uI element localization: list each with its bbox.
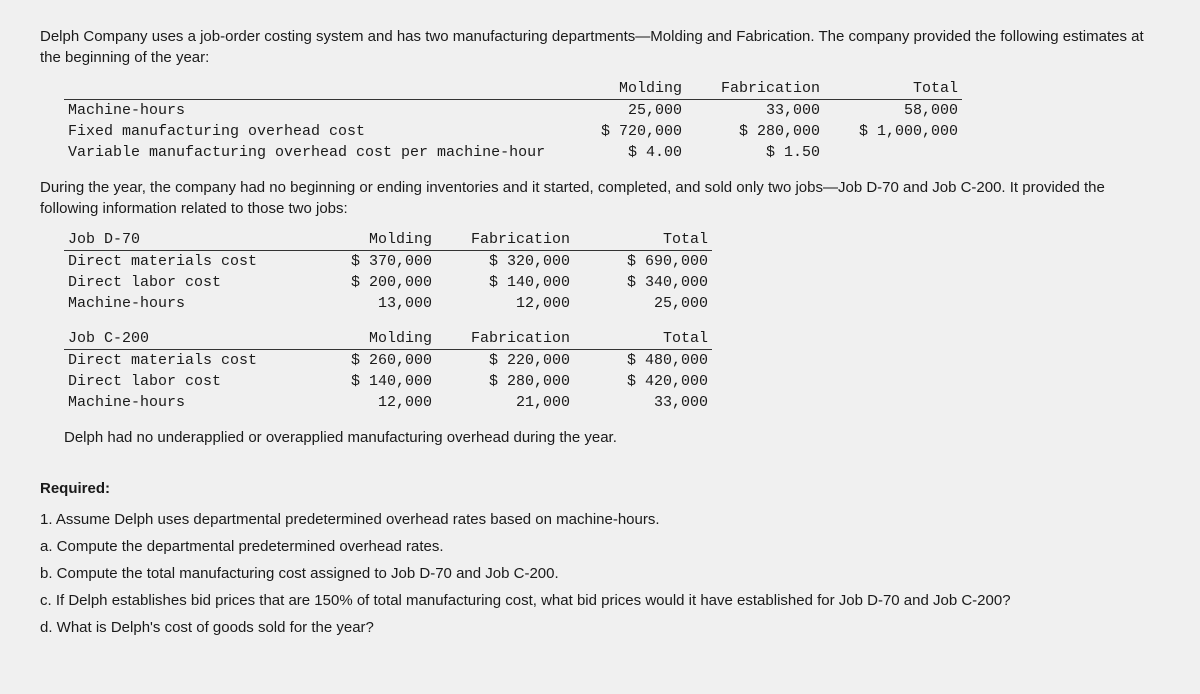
job-d70-table: Job D-70 Molding Fabrication Total Direc… [64,229,712,314]
est-header-row: Molding Fabrication Total [64,78,962,100]
d70-row-1: Direct labor cost $ 200,000 $ 140,000 $ … [64,272,712,293]
d70-h-fabrication: Fabrication [436,229,574,251]
c200-row-1: Direct labor cost $ 140,000 $ 280,000 $ … [64,371,712,392]
est-0-c1: 25,000 [568,100,686,122]
est-0-c2: 33,000 [686,100,824,122]
d70-h-molding: Molding [318,229,436,251]
problem-content: Delph Company uses a job-order costing s… [40,26,1160,638]
est-1-c2: $ 280,000 [686,121,824,142]
intro-paragraph-2: During the year, the company had no begi… [40,177,1160,219]
req-1d: d. What is Delph's cost of goods sold fo… [40,617,1160,638]
d70-header-row: Job D-70 Molding Fabrication Total [64,229,712,251]
est-1-c1: $ 720,000 [568,121,686,142]
est-label-0: Machine-hours [64,100,568,122]
est-row-2: Variable manufacturing overhead cost per… [64,142,962,163]
est-row-0: Machine-hours 25,000 33,000 58,000 [64,100,962,122]
req-1b: b. Compute the total manufacturing cost … [40,563,1160,584]
job-d70-wrapper: Job D-70 Molding Fabrication Total Direc… [64,229,1160,314]
est-h-total: Total [824,78,962,100]
est-2-c3 [824,142,962,163]
c200-h-molding: Molding [318,328,436,350]
d70-h-total: Total [574,229,712,251]
est-label-1: Fixed manufacturing overhead cost [64,121,568,142]
d70-row-0: Direct materials cost $ 370,000 $ 320,00… [64,251,712,273]
estimates-table-wrapper: Molding Fabrication Total Machine-hours … [64,78,1160,163]
d70-row-2: Machine-hours 13,000 12,000 25,000 [64,293,712,314]
c200-h-fabrication: Fabrication [436,328,574,350]
est-h-fabrication: Fabrication [686,78,824,100]
c200-row-2: Machine-hours 12,000 21,000 33,000 [64,392,712,413]
c200-row-0: Direct materials cost $ 260,000 $ 220,00… [64,350,712,372]
required-heading: Required: [40,478,1160,499]
job-c200-wrapper: Job C-200 Molding Fabrication Total Dire… [64,328,1160,413]
c200-title: Job C-200 [64,328,318,350]
est-2-c2: $ 1.50 [686,142,824,163]
est-row-1: Fixed manufacturing overhead cost $ 720,… [64,121,962,142]
req-1c: c. If Delph establishes bid prices that … [40,590,1160,611]
req-1: 1. Assume Delph uses departmental predet… [40,509,1160,530]
est-1-c3: $ 1,000,000 [824,121,962,142]
c200-h-total: Total [574,328,712,350]
job-c200-table: Job C-200 Molding Fabrication Total Dire… [64,328,712,413]
intro-paragraph-1: Delph Company uses a job-order costing s… [40,26,1160,68]
no-under-over-text: Delph had no underapplied or overapplied… [64,427,1160,448]
estimates-table: Molding Fabrication Total Machine-hours … [64,78,962,163]
est-2-c1: $ 4.00 [568,142,686,163]
est-h-molding: Molding [568,78,686,100]
req-1a: a. Compute the departmental predetermine… [40,536,1160,557]
d70-title: Job D-70 [64,229,318,251]
c200-header-row: Job C-200 Molding Fabrication Total [64,328,712,350]
est-label-2: Variable manufacturing overhead cost per… [64,142,568,163]
est-0-c3: 58,000 [824,100,962,122]
